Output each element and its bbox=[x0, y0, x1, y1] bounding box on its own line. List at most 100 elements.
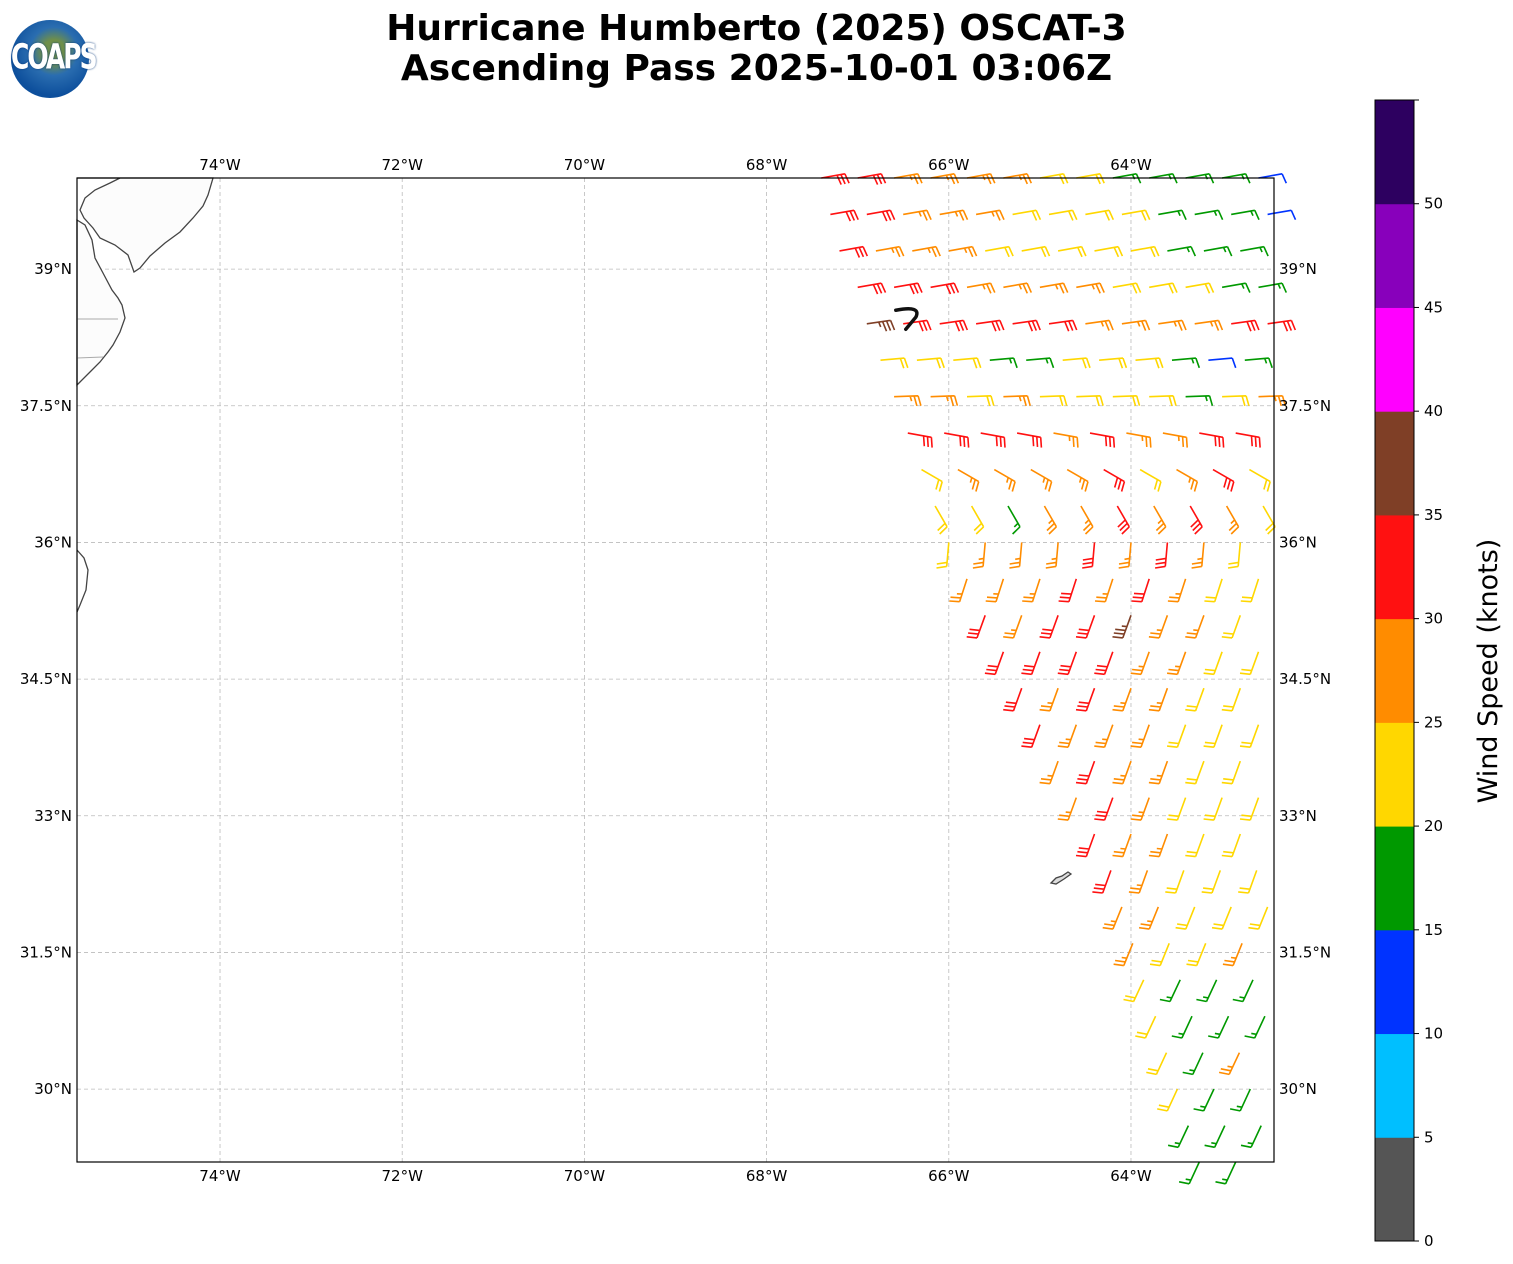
wind-barb bbox=[880, 357, 909, 369]
wind-barb bbox=[1082, 542, 1096, 569]
state-border bbox=[76, 356, 104, 359]
wind-barb bbox=[934, 505, 948, 535]
wind-barb bbox=[1218, 1052, 1241, 1076]
wind-barb bbox=[1249, 468, 1271, 492]
wind-barb bbox=[1080, 505, 1094, 535]
wind-barb bbox=[1138, 906, 1160, 930]
wind-barb bbox=[1185, 833, 1205, 858]
coastline bbox=[76, 177, 1073, 885]
wind-barb bbox=[985, 578, 1005, 603]
wind-barb bbox=[921, 468, 943, 492]
wind-barb bbox=[1130, 797, 1150, 821]
wind-barb bbox=[957, 468, 980, 492]
wind-barb bbox=[1185, 282, 1215, 294]
wind-barb bbox=[893, 282, 923, 295]
wind-barb bbox=[1045, 542, 1059, 569]
wind-barb bbox=[970, 505, 985, 535]
wind-barb bbox=[1232, 979, 1254, 1003]
lat-tick-label: 30°N bbox=[34, 1080, 72, 1098]
wind-barb bbox=[975, 209, 1005, 221]
wind-barb bbox=[1158, 209, 1187, 221]
wind-barb bbox=[1043, 505, 1058, 535]
wind-barb bbox=[1130, 724, 1150, 748]
wind-barb bbox=[1191, 542, 1205, 569]
lat-tick-label: 30°N bbox=[1279, 1080, 1317, 1098]
wind-barbs bbox=[821, 173, 1297, 1185]
wind-barb bbox=[1121, 209, 1151, 221]
wind-barb bbox=[1057, 724, 1078, 748]
wind-barb bbox=[830, 209, 859, 222]
wind-barb bbox=[1039, 395, 1068, 407]
wind-barb bbox=[1208, 1015, 1230, 1039]
colorbar-segment bbox=[1375, 618, 1414, 723]
wind-barb bbox=[1194, 209, 1224, 221]
lat-tick-label: 39°N bbox=[1279, 260, 1317, 278]
wind-barb bbox=[1167, 245, 1197, 257]
wind-barb bbox=[1158, 319, 1187, 331]
wind-barb bbox=[1123, 979, 1145, 1003]
wind-barb bbox=[1149, 395, 1177, 407]
wind-barb bbox=[1139, 468, 1162, 492]
wind-barb bbox=[989, 357, 1018, 369]
wind-barb bbox=[984, 651, 1005, 676]
wind-barb bbox=[1157, 1088, 1179, 1112]
wind-barb bbox=[1201, 870, 1222, 894]
colorbar-segment bbox=[1375, 514, 1414, 620]
wind-barb bbox=[1165, 870, 1185, 894]
coastline-nj-de-md bbox=[77, 177, 214, 274]
lon-tick-label: 64°W bbox=[1110, 1167, 1152, 1185]
wind-barb bbox=[939, 319, 969, 332]
colorbar-tick-label: 25 bbox=[1424, 713, 1443, 731]
wind-barb bbox=[1185, 395, 1214, 406]
wind-barb bbox=[1075, 833, 1096, 858]
lon-tick-label: 70°W bbox=[564, 156, 606, 174]
wind-barb bbox=[1178, 1161, 1201, 1185]
wind-barb bbox=[1189, 505, 1203, 535]
colorbar-frame bbox=[1374, 99, 1415, 1242]
wind-barb bbox=[966, 173, 996, 185]
wind-barb bbox=[1221, 282, 1251, 293]
wind-barb bbox=[930, 395, 959, 407]
wind-barb bbox=[894, 395, 922, 407]
wind-barb bbox=[1135, 1015, 1157, 1039]
wind-barb bbox=[993, 468, 1016, 492]
wind-barb bbox=[1227, 542, 1242, 569]
wind-barb bbox=[939, 209, 969, 221]
wind-barb bbox=[1240, 245, 1269, 257]
wind-barb bbox=[1007, 505, 1021, 535]
wind-barb bbox=[1267, 319, 1297, 332]
lat-tick-label: 31.5°N bbox=[20, 943, 72, 961]
wind-barb bbox=[1231, 209, 1260, 221]
wind-barb bbox=[1221, 615, 1242, 639]
wind-barb bbox=[912, 245, 941, 258]
wind-barb bbox=[1021, 724, 1041, 748]
wind-barb bbox=[1238, 870, 1258, 894]
wind-barb bbox=[1135, 357, 1164, 369]
wind-barb bbox=[1149, 282, 1178, 294]
wind-barb bbox=[1039, 282, 1069, 294]
wind-barb bbox=[1003, 173, 1033, 185]
colorbar-label: Wind Speed (knots) bbox=[1473, 539, 1504, 804]
lon-tick-label: 68°W bbox=[746, 1167, 788, 1185]
wind-barb bbox=[1039, 173, 1069, 185]
wind-barb bbox=[985, 245, 1014, 258]
wind-barb bbox=[1215, 1161, 1237, 1185]
colorbar-segment bbox=[1375, 722, 1414, 827]
wind-barb bbox=[1171, 357, 1201, 369]
wind-barb bbox=[1167, 724, 1187, 748]
colorbar-segment bbox=[1375, 1033, 1414, 1138]
wind-barb bbox=[1148, 687, 1169, 712]
wind-barb bbox=[875, 245, 905, 258]
lat-tick-label: 36°N bbox=[34, 533, 72, 551]
wind-barb bbox=[1203, 797, 1223, 821]
gridlines bbox=[77, 178, 1274, 1162]
wind-barb bbox=[1203, 245, 1233, 257]
wind-barb bbox=[1162, 432, 1188, 448]
colorbar-segment bbox=[1375, 1137, 1414, 1242]
wind-barb bbox=[1062, 357, 1091, 369]
wind-barb bbox=[1221, 687, 1242, 712]
wind-barb bbox=[1094, 245, 1124, 258]
wind-barb bbox=[1203, 724, 1223, 748]
wind-barb bbox=[1113, 943, 1134, 967]
wind-barb bbox=[1112, 282, 1142, 294]
